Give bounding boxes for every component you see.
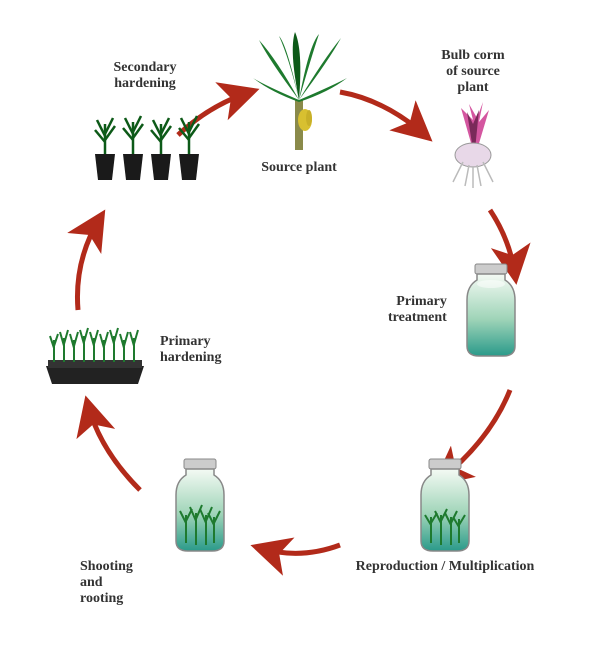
stage-reproduction: Reproduction / Multiplication [330,455,560,575]
tray-icon [40,310,150,390]
stage-primary-treatment: Primary treatment [388,260,578,360]
stage-primary-hardening: Primary hardening [40,310,270,390]
banana-plant-icon [249,30,349,160]
label-bulb-corm: Bulb corm of source plant [441,48,504,96]
corm-icon [433,100,513,190]
label-primary-hardening: Primary hardening [160,334,221,366]
stage-shooting-rooting: Shooting and rooting [80,455,260,607]
label-primary-treatment: Primary treatment [388,294,447,326]
stage-source-plant: Source plant [244,30,354,176]
jar-plants-icon [409,455,481,555]
jar-clear-icon [455,260,527,360]
pots-icon [85,96,205,186]
label-reproduction: Reproduction / Multiplication [330,559,560,575]
stage-secondary-hardening: Secondary hardening [70,60,220,186]
label-shooting-rooting: Shooting and rooting [80,559,133,607]
jar-rooting-icon [164,455,236,555]
stage-bulb-corm: Bulb corm of source plant [398,48,548,190]
label-source-plant: Source plant [261,160,337,176]
label-secondary-hardening: Secondary hardening [114,60,177,92]
